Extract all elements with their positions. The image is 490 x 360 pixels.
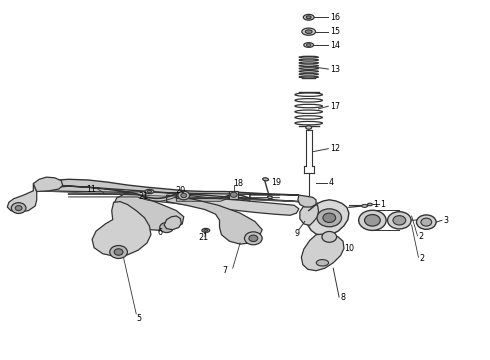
Polygon shape [33, 179, 299, 202]
Polygon shape [7, 184, 37, 212]
Text: 2: 2 [419, 254, 424, 263]
Text: 7: 7 [222, 266, 227, 275]
Text: 6: 6 [158, 228, 163, 237]
Polygon shape [164, 216, 181, 230]
Polygon shape [167, 195, 262, 244]
Circle shape [421, 218, 432, 226]
Ellipse shape [362, 204, 368, 207]
Ellipse shape [268, 196, 272, 199]
Text: 1: 1 [373, 200, 378, 209]
Circle shape [388, 212, 411, 229]
Polygon shape [122, 192, 299, 215]
Ellipse shape [368, 203, 372, 206]
Circle shape [160, 222, 173, 233]
Circle shape [230, 192, 237, 197]
Ellipse shape [306, 16, 311, 19]
Ellipse shape [145, 189, 154, 194]
Ellipse shape [147, 190, 152, 193]
Text: 3: 3 [443, 216, 448, 225]
Circle shape [416, 215, 436, 229]
Text: 1: 1 [380, 200, 385, 209]
Text: 14: 14 [330, 41, 340, 50]
Text: 10: 10 [344, 244, 354, 253]
Polygon shape [300, 203, 318, 225]
Ellipse shape [202, 229, 210, 233]
Circle shape [249, 235, 258, 242]
Ellipse shape [304, 43, 314, 48]
Circle shape [178, 191, 190, 200]
Text: 9: 9 [294, 229, 299, 238]
Polygon shape [114, 193, 184, 230]
Ellipse shape [303, 14, 314, 20]
Circle shape [15, 206, 22, 211]
Circle shape [317, 209, 342, 227]
Ellipse shape [302, 28, 316, 35]
Text: 8: 8 [340, 293, 345, 302]
Circle shape [181, 193, 187, 198]
Polygon shape [92, 202, 151, 256]
Text: 15: 15 [330, 27, 340, 36]
Ellipse shape [306, 126, 312, 129]
Circle shape [323, 213, 336, 222]
Circle shape [393, 216, 406, 225]
Text: 17: 17 [330, 102, 340, 111]
Text: 19: 19 [271, 178, 281, 187]
Bar [229, 191, 238, 199]
Text: 5: 5 [136, 314, 141, 323]
Polygon shape [33, 177, 63, 192]
Circle shape [322, 231, 337, 242]
Text: 21: 21 [138, 192, 148, 201]
Circle shape [114, 249, 123, 255]
Ellipse shape [307, 44, 311, 46]
Polygon shape [301, 234, 344, 271]
Circle shape [245, 232, 262, 245]
Text: 21: 21 [198, 233, 209, 242]
Ellipse shape [204, 230, 208, 231]
Polygon shape [298, 195, 316, 207]
Circle shape [110, 246, 127, 258]
Text: 13: 13 [330, 65, 340, 74]
Text: 18: 18 [233, 179, 243, 188]
Text: 4: 4 [329, 179, 334, 188]
Text: 11: 11 [86, 185, 96, 194]
Polygon shape [308, 200, 349, 236]
Text: 20: 20 [175, 186, 186, 195]
Circle shape [365, 215, 380, 226]
Circle shape [11, 203, 26, 213]
Ellipse shape [317, 260, 329, 266]
Text: 12: 12 [330, 144, 340, 153]
Circle shape [359, 210, 386, 230]
Text: 16: 16 [330, 13, 340, 22]
Ellipse shape [305, 30, 312, 33]
Ellipse shape [263, 178, 269, 181]
Text: 2: 2 [418, 233, 423, 242]
